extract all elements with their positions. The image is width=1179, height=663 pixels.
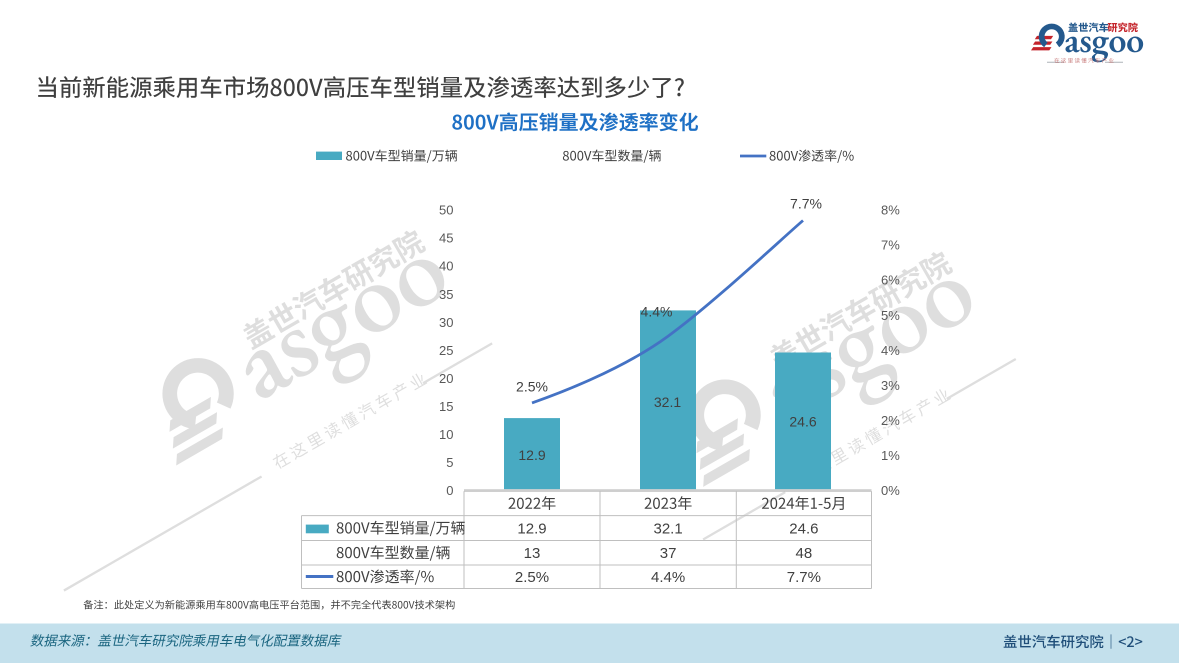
svg-text:48: 48	[796, 545, 813, 562]
svg-text:37: 37	[660, 545, 677, 562]
svg-text:30: 30	[439, 315, 453, 330]
svg-text:40: 40	[439, 259, 453, 274]
svg-text:45: 45	[439, 231, 453, 246]
svg-text:0: 0	[446, 483, 453, 498]
svg-text:15: 15	[439, 399, 453, 414]
svg-text:5%: 5%	[881, 308, 900, 323]
svg-text:4%: 4%	[881, 343, 900, 358]
svg-text:32.1: 32.1	[653, 520, 682, 537]
svg-text:12.9: 12.9	[518, 447, 545, 463]
svg-text:7%: 7%	[881, 238, 900, 253]
svg-text:7.7%: 7.7%	[790, 195, 822, 211]
svg-text:32.1: 32.1	[654, 394, 681, 410]
svg-text:8%: 8%	[881, 203, 900, 218]
svg-text:10: 10	[439, 427, 453, 442]
svg-text:13: 13	[524, 545, 541, 562]
svg-text:2.5%: 2.5%	[516, 379, 548, 395]
svg-text:2%: 2%	[881, 413, 900, 428]
svg-text:20: 20	[439, 371, 453, 386]
svg-text:2.5%: 2.5%	[515, 569, 549, 586]
svg-text:4.4%: 4.4%	[641, 303, 673, 319]
svg-text:4.4%: 4.4%	[651, 569, 685, 586]
svg-text:24.6: 24.6	[789, 520, 818, 537]
svg-text:25: 25	[439, 343, 453, 358]
svg-text:7.7%: 7.7%	[787, 569, 821, 586]
svg-text:5: 5	[446, 455, 453, 470]
svg-text:35: 35	[439, 287, 453, 302]
svg-text:0%: 0%	[881, 483, 900, 498]
svg-text:1%: 1%	[881, 448, 900, 463]
svg-text:12.9: 12.9	[517, 520, 546, 537]
svg-text:6%: 6%	[881, 273, 900, 288]
svg-text:3%: 3%	[881, 378, 900, 393]
svg-text:24.6: 24.6	[789, 414, 816, 430]
svg-text:50: 50	[439, 203, 453, 218]
